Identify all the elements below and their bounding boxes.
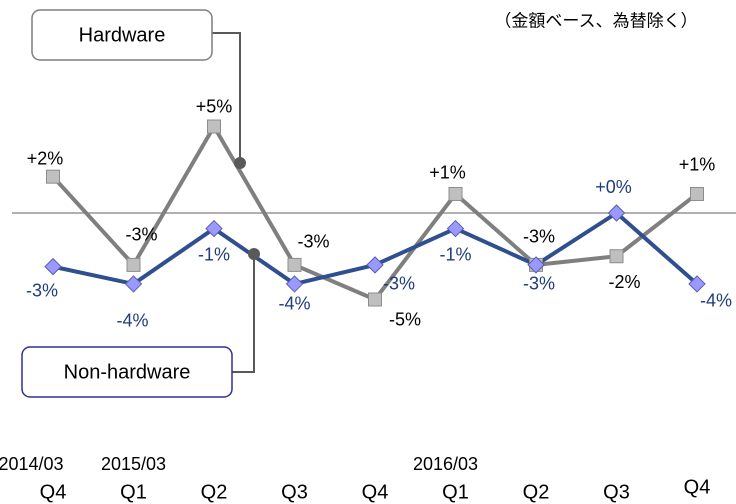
data-label: -4% bbox=[116, 311, 148, 331]
marker bbox=[287, 257, 302, 272]
marker bbox=[607, 204, 626, 222]
data-label: -1% bbox=[198, 244, 230, 264]
data-label: +5% bbox=[196, 96, 233, 116]
hardware-box bbox=[31, 9, 213, 61]
x-tick-label: Q4 bbox=[40, 481, 67, 503]
callouts: Hardware Non-hardware bbox=[21, 9, 260, 398]
x-tick-label: Q1 bbox=[442, 481, 469, 503]
year-label: 2015/03 bbox=[101, 454, 166, 474]
marker bbox=[285, 275, 304, 293]
marker bbox=[609, 249, 624, 264]
x-tick-label: Q4 bbox=[684, 476, 711, 498]
marker bbox=[205, 219, 223, 238]
x-tick-label: Q2 bbox=[523, 481, 550, 503]
legend-label: Hardware bbox=[79, 24, 166, 46]
data-label: -3% bbox=[125, 225, 157, 245]
marker bbox=[688, 275, 706, 293]
data-label: +2% bbox=[27, 148, 64, 168]
marker bbox=[126, 257, 141, 272]
data-label: -5% bbox=[389, 309, 421, 329]
x-tick-label: Q3 bbox=[281, 481, 308, 503]
data-label: -4% bbox=[700, 291, 732, 311]
legend-label: Non-hardware bbox=[64, 361, 191, 383]
year-label: 2016/03 bbox=[413, 454, 478, 474]
data-label: -3% bbox=[297, 232, 329, 252]
marker bbox=[366, 256, 384, 274]
x-tick-label: Q4 bbox=[362, 481, 389, 503]
data-label: -1% bbox=[439, 244, 471, 264]
marker bbox=[690, 186, 704, 201]
marker bbox=[124, 275, 143, 293]
marker bbox=[44, 257, 62, 276]
marker bbox=[368, 292, 382, 307]
data-label: -3% bbox=[523, 274, 555, 294]
data-label: +0% bbox=[595, 177, 632, 197]
non-hardware-dot bbox=[248, 248, 260, 260]
marker bbox=[527, 256, 545, 274]
data-label: -2% bbox=[608, 272, 640, 292]
marker bbox=[46, 169, 60, 184]
non-hardware-box bbox=[21, 346, 233, 398]
data-label: -3% bbox=[383, 274, 415, 294]
data-label: +1% bbox=[679, 155, 716, 175]
hardware-dot bbox=[234, 157, 246, 169]
x-tick-label: Q1 bbox=[120, 481, 147, 503]
x-tick-label: Q2 bbox=[201, 481, 228, 503]
year-label: 2014/03 bbox=[0, 454, 64, 474]
hardware-connector bbox=[212, 32, 241, 163]
marker bbox=[448, 186, 463, 201]
x-tick-label: Q3 bbox=[603, 481, 630, 503]
data-label: +1% bbox=[429, 163, 466, 183]
non-hardware-connector bbox=[232, 254, 255, 373]
data-label: -4% bbox=[278, 294, 310, 314]
data-label: -3% bbox=[523, 227, 555, 247]
annotation: （金額ベース、為替除く） bbox=[494, 11, 697, 30]
marker bbox=[207, 119, 221, 134]
marker bbox=[446, 219, 465, 238]
data-label: -3% bbox=[26, 280, 58, 300]
